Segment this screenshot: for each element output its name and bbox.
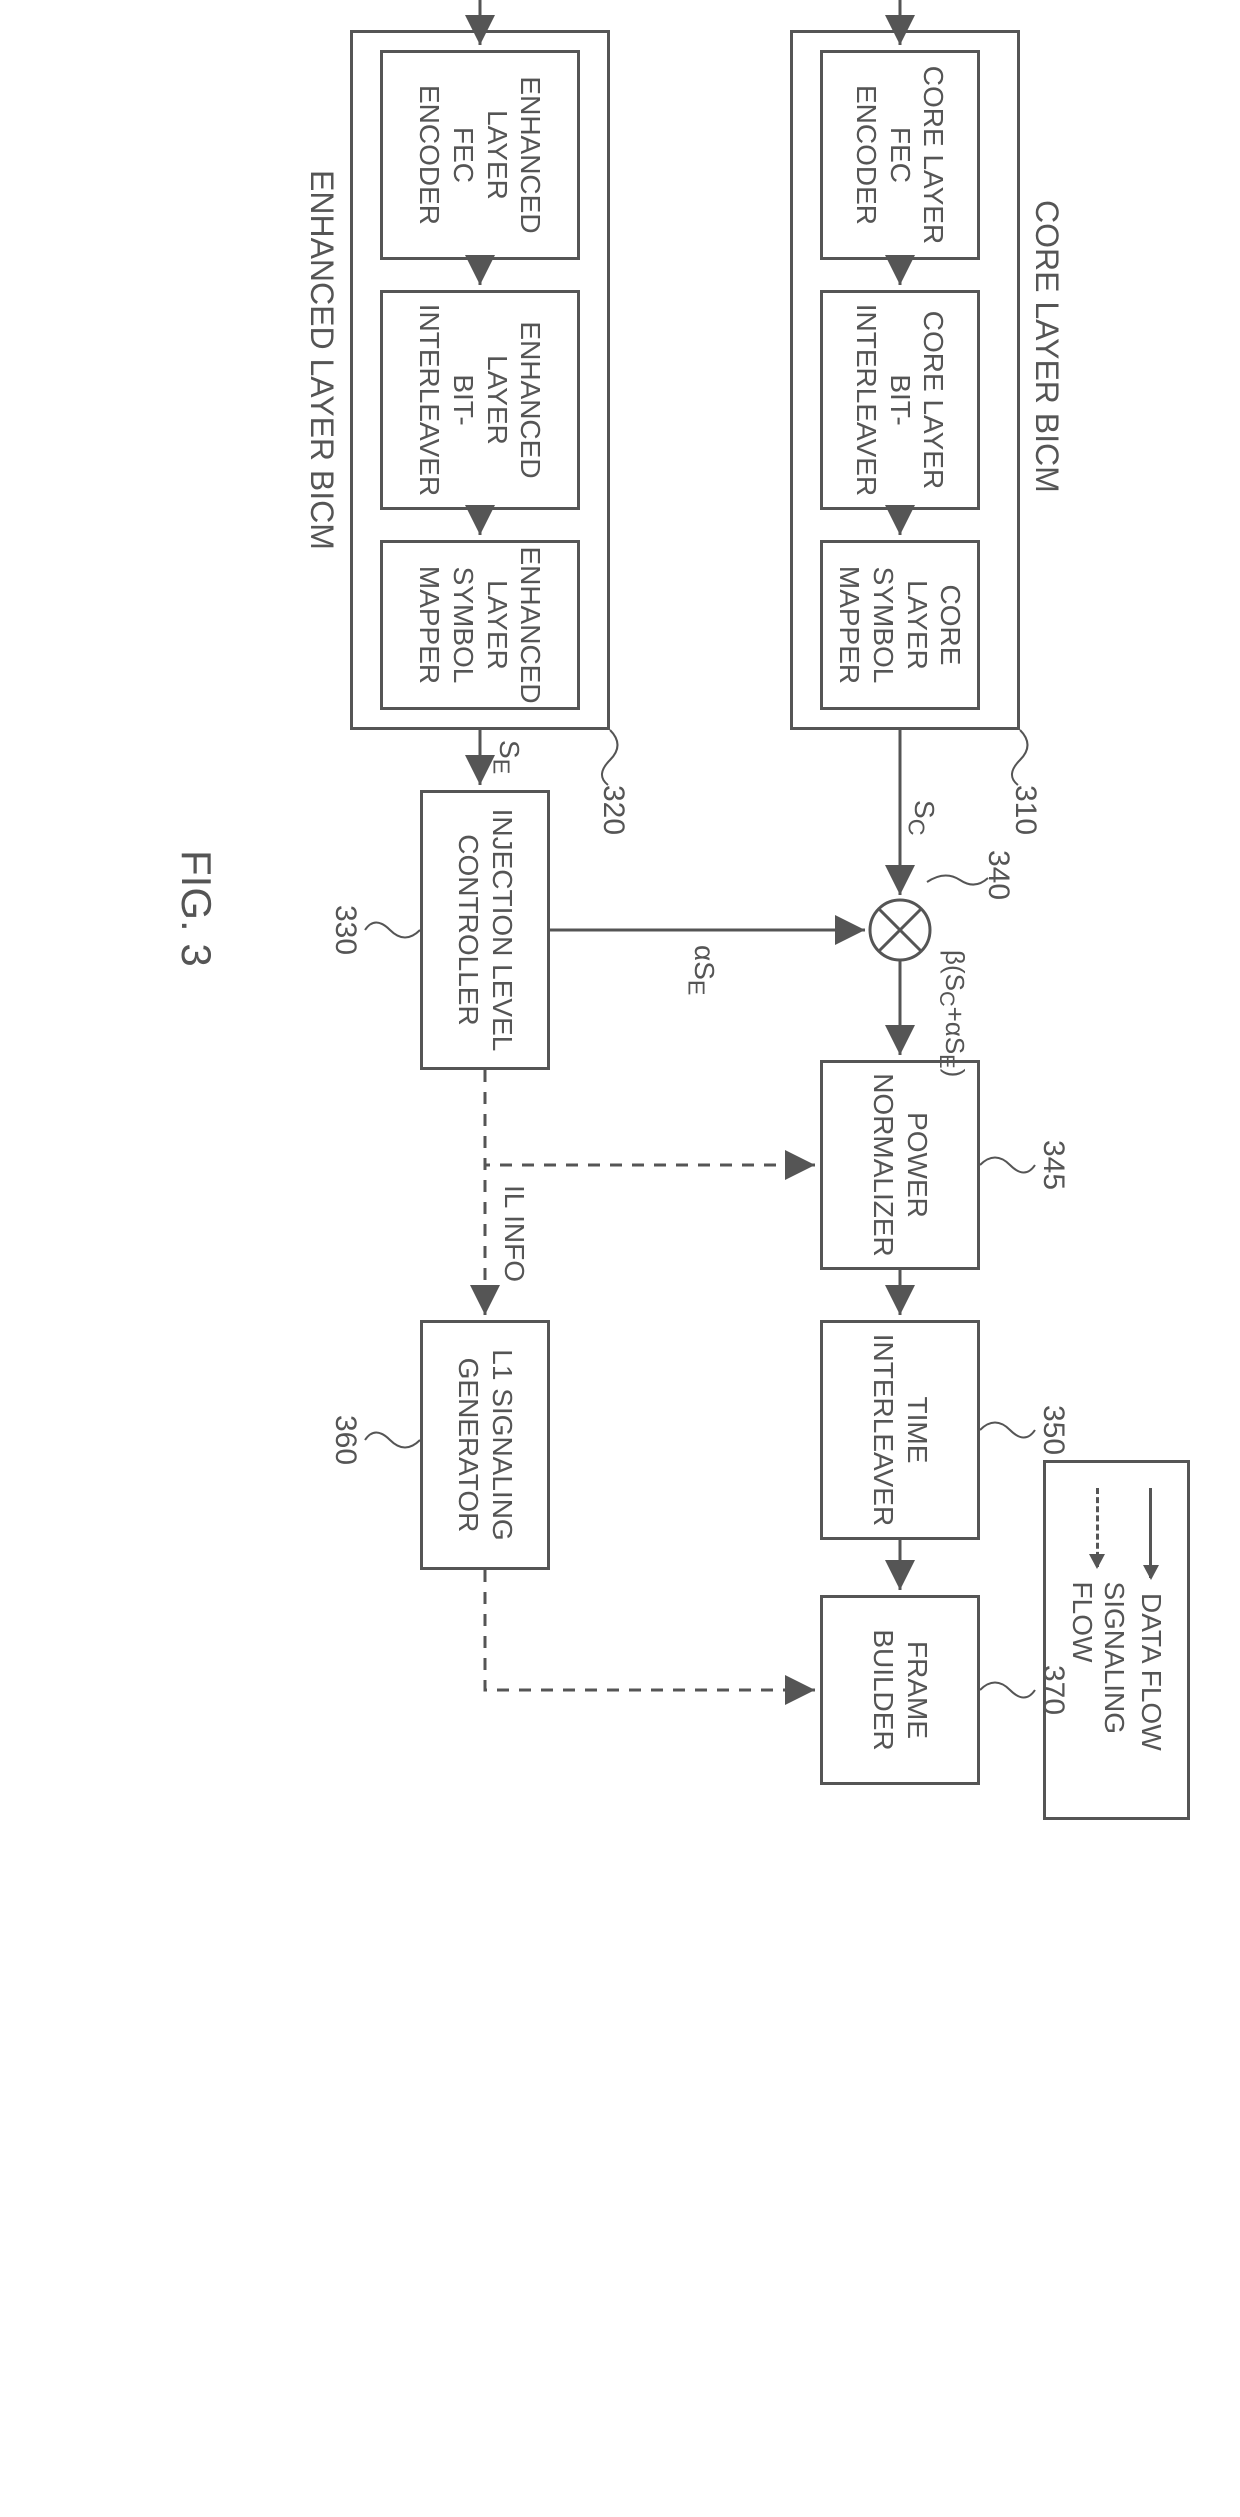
legend-data-flow-label: DATA FLOW <box>1135 1593 1167 1751</box>
il-info-label: IL INFO <box>498 1185 530 1282</box>
ref-345: 345 <box>1036 1140 1070 1190</box>
legend-solid-arrow <box>1150 1488 1153 1578</box>
enhanced-symbol-mapper: ENHANCED LAYER SYMBOL MAPPER <box>380 540 580 710</box>
diagram-root: DATA FLOW SIGNALING FLOW CORE LAYER BICM… <box>70 0 1170 2050</box>
core-fec-encoder: CORE LAYER FEC ENCODER <box>820 50 980 260</box>
enhanced-bicm-label: ENHANCED LAYER BICM <box>303 170 340 550</box>
core-symbol-mapper: CORE LAYER SYMBOL MAPPER <box>820 540 980 710</box>
figure-label: FIG. 3 <box>172 850 220 967</box>
beta-label: β(SC+αSE) <box>934 950 970 1077</box>
legend-data-flow: DATA FLOW <box>1135 1488 1167 1792</box>
ref-320: 320 <box>596 785 630 835</box>
core-bit-interleaver: CORE LAYER BIT-INTERLEAVER <box>820 290 980 510</box>
injection-level-controller: INJECTION LEVEL CONTROLLER <box>420 790 550 1070</box>
enhanced-fec-encoder: ENHANCED LAYER FEC ENCODER <box>380 50 580 260</box>
enhanced-bit-interleaver: ENHANCED LAYER BIT-INTERLEAVER <box>380 290 580 510</box>
se-label: SE <box>487 740 525 774</box>
ref-340: 340 <box>981 850 1015 900</box>
ref-360: 360 <box>328 1415 362 1465</box>
legend-box: DATA FLOW SIGNALING FLOW <box>1043 1460 1190 1820</box>
sc-label: SC <box>902 800 940 836</box>
legend-signaling-flow: SIGNALING FLOW <box>1066 1488 1130 1792</box>
ref-330: 330 <box>328 905 362 955</box>
l1-signaling-generator: L1 SIGNALING GENERATOR <box>420 1320 550 1570</box>
ref-370: 370 <box>1036 1665 1070 1715</box>
frame-builder: FRAME BUILDER <box>820 1595 980 1785</box>
legend-dash-arrow <box>1097 1488 1100 1567</box>
time-interleaver: TIME INTERLEAVER <box>820 1320 980 1540</box>
ref-350: 350 <box>1036 1405 1070 1455</box>
core-bicm-label: CORE LAYER BICM <box>1028 200 1065 493</box>
ref-310: 310 <box>1008 785 1042 835</box>
power-normalizer: POWER NORMALIZER <box>820 1060 980 1270</box>
legend-signaling-flow-label: SIGNALING FLOW <box>1066 1582 1130 1792</box>
ase-label: αSE <box>682 945 720 995</box>
